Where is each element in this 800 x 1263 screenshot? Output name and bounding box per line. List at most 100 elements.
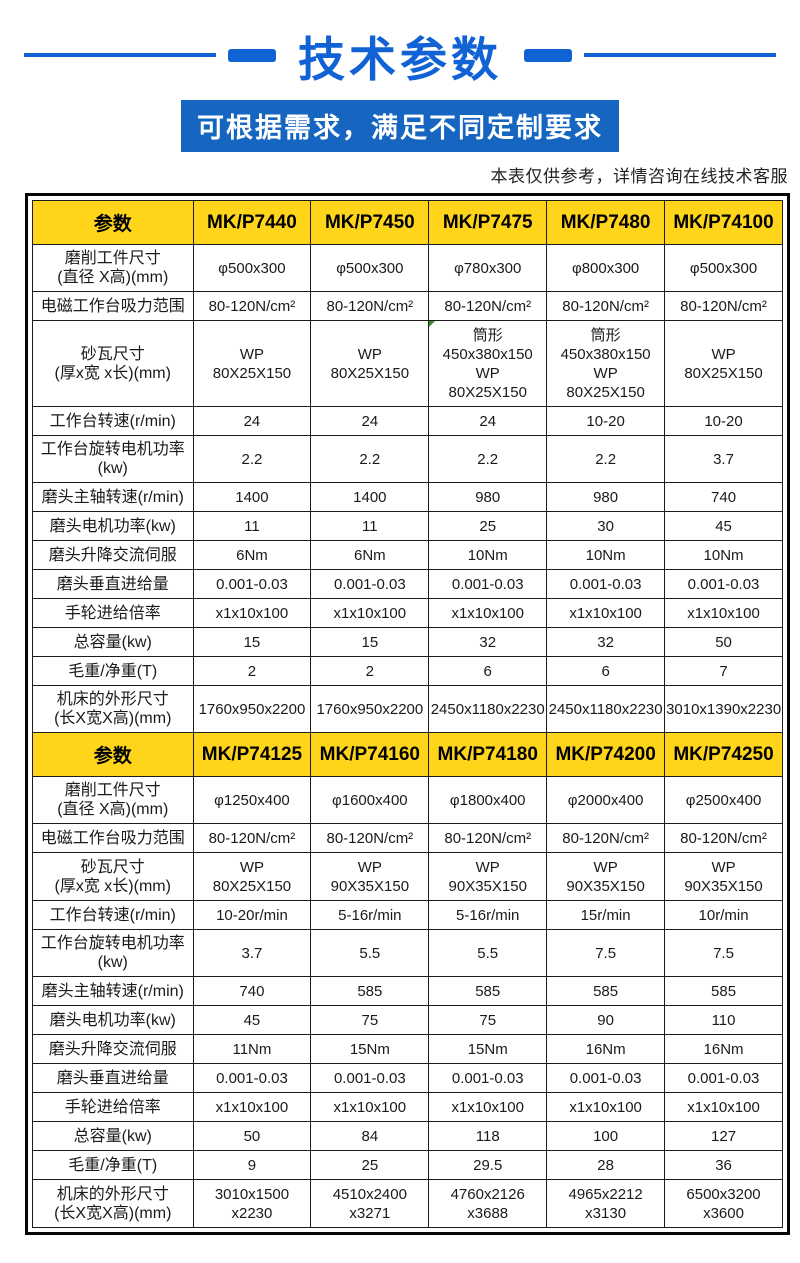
model-header-cell: MK/P74100: [664, 200, 783, 245]
title-rule-right: [584, 53, 776, 57]
spec-value-cell: 80-120N/cm²: [310, 291, 430, 321]
spec-value-cell: 45: [192, 1005, 312, 1035]
page-title: 技术参数: [298, 32, 502, 86]
spec-value-cell: φ1250x400: [192, 776, 312, 824]
title-dash-right-icon: [524, 48, 572, 62]
spec-value-cell: 5.5: [310, 929, 430, 977]
spec-value-cell: x1x10x100: [428, 598, 548, 628]
param-header-cell: 参数: [32, 732, 194, 777]
spec-value-cell: φ780x300: [428, 244, 548, 292]
row-label: 磨头升降交流伺服: [32, 540, 194, 570]
spec-table-frame: 参数 MK/P7440 MK/P7450 MK/P7475 MK/P7480 MK/P74…: [25, 193, 790, 1235]
spec-value-cell: φ1600x400: [310, 776, 430, 824]
spec-value-cell: 980: [428, 482, 548, 512]
spec-value-cell: 11: [310, 511, 430, 541]
spec-value-cell: 110: [664, 1005, 783, 1035]
spec-value-cell: 0.001-0.03: [428, 1063, 548, 1093]
model-header-cell: MK/P74180: [428, 732, 548, 777]
spec-value-cell: 80-120N/cm²: [428, 823, 548, 853]
spec-row: 磨头升降交流伺服 11Nm 15Nm 15Nm 16Nm 16Nm: [32, 1034, 783, 1064]
spec-value-cell: 11Nm: [192, 1034, 312, 1064]
model-header-cell: MK/P74250: [664, 732, 783, 777]
row-label: 机床的外形尺寸 (长X宽X高)(mm): [32, 1179, 194, 1228]
spec-value-cell: WP 80X25X150: [310, 320, 430, 407]
spec-value-cell: 2.2: [428, 435, 548, 483]
row-label: 工作台转速(r/min): [32, 900, 194, 930]
spec-value-cell: 45: [664, 511, 783, 541]
spec-value-cell: x1x10x100: [428, 1092, 548, 1122]
spec-row: 磨头升降交流伺服 6Nm 6Nm 10Nm 10Nm 10Nm: [32, 540, 783, 570]
spec-value-cell: 3.7: [192, 929, 312, 977]
model-header-cell: MK/P74160: [310, 732, 430, 777]
row-label: 磨头垂直进给量: [32, 569, 194, 599]
row-label: 电磁工作台吸力范围: [32, 291, 194, 321]
spec-row: 工作台转速(r/min) 24 24 24 10-20 10-20: [32, 406, 783, 436]
spec-row: 毛重/净重(T) 9 25 29.5 28 36: [32, 1150, 783, 1180]
row-label: 磨头电机功率(kw): [32, 511, 194, 541]
spec-value-cell: 0.001-0.03: [546, 1063, 666, 1093]
spec-value-cell: x1x10x100: [192, 598, 312, 628]
spec-value-cell: 6Nm: [310, 540, 430, 570]
spec-value-cell: φ500x300: [310, 244, 430, 292]
spec-value-cell: 9: [192, 1150, 312, 1180]
row-label: 磨头主轴转速(r/min): [32, 482, 194, 512]
spec-value-cell: 0.001-0.03: [546, 569, 666, 599]
spec-row: 机床的外形尺寸 (长X宽X高)(mm) 1760x950x2200 1760x950…: [32, 685, 783, 733]
spec-value-cell: φ2500x400: [664, 776, 783, 824]
spec-value-cell: 4760x2126 x3688: [428, 1179, 548, 1228]
spec-value-cell: 2: [192, 656, 312, 686]
spec-value-cell: 80-120N/cm²: [546, 823, 666, 853]
spec-value-cell: 16Nm: [546, 1034, 666, 1064]
spec-value-cell: 15: [310, 627, 430, 657]
spec-value-cell: x1x10x100: [664, 598, 783, 628]
spec-value-cell: x1x10x100: [664, 1092, 783, 1122]
spec-value-cell: WP 90X35X150: [310, 852, 430, 901]
spec-value-cell: 25: [310, 1150, 430, 1180]
spec-value-cell: 6Nm: [192, 540, 312, 570]
spec-value-cell: 90: [546, 1005, 666, 1035]
spec-value-cell: WP 90X35X150: [546, 852, 666, 901]
spec-value-cell: φ500x300: [664, 244, 783, 292]
spec-row: 工作台转速(r/min) 10-20r/min 5-16r/min 5-16r/min…: [32, 900, 783, 930]
spec-row: 总容量(kw) 50 84 118 100 127: [32, 1121, 783, 1151]
spec-row: 磨头垂直进给量 0.001-0.03 0.001-0.03 0.001-0.03 0.0…: [32, 1063, 783, 1093]
spec-value-cell: 0.001-0.03: [192, 569, 312, 599]
spec-value-cell: 36: [664, 1150, 783, 1180]
spec-value-cell: 7.5: [546, 929, 666, 977]
spec-value-cell: WP 80X25X150: [664, 320, 783, 407]
spec-value-cell: 5-16r/min: [428, 900, 548, 930]
spec-value-cell: 585: [546, 976, 666, 1006]
spec-value-cell: 0.001-0.03: [310, 569, 430, 599]
spec-row: 总容量(kw) 15 15 32 32 50: [32, 627, 783, 657]
spec-value-cell: 16Nm: [664, 1034, 783, 1064]
spec-value-cell: 10-20r/min: [192, 900, 312, 930]
spec-value-cell: 84: [310, 1121, 430, 1151]
disclaimer-text: 本表仅供参考，详情咨询在线技术客服: [490, 167, 788, 186]
spec-value-cell: WP 90X35X150: [428, 852, 548, 901]
spec-value-cell: 2450x1180x2230: [546, 685, 666, 733]
spec-row: 砂瓦尺寸 (厚x宽 x长)(mm) WP 80X25X150 WP 90X35X15…: [32, 852, 783, 901]
spec-value-cell: 2.2: [546, 435, 666, 483]
spec-value-cell: φ2000x400: [546, 776, 666, 824]
customization-banner: 可根据需求，满足不同定制要求: [181, 100, 619, 152]
model-header-cell: MK/P74125: [192, 732, 312, 777]
param-header-cell: 参数: [32, 200, 194, 245]
spec-value-cell: 75: [310, 1005, 430, 1035]
row-label: 毛重/净重(T): [32, 656, 194, 686]
spec-value-cell: 3010x1500 x2230: [192, 1179, 312, 1228]
spec-value-cell: 80-120N/cm²: [664, 823, 783, 853]
spec-value-cell: x1x10x100: [546, 598, 666, 628]
spec-value-cell: 0.001-0.03: [664, 569, 783, 599]
model-header-cell: MK/P74200: [546, 732, 666, 777]
spec-value-cell: 585: [310, 976, 430, 1006]
row-label: 电磁工作台吸力范围: [32, 823, 194, 853]
spec-value-cell: 30: [546, 511, 666, 541]
spec-value-cell: φ800x300: [546, 244, 666, 292]
spec-row: 磨头主轴转速(r/min) 1400 1400 980 980 740: [32, 482, 783, 512]
spec-value-cell: 25: [428, 511, 548, 541]
spec-value-cell: 6: [546, 656, 666, 686]
spec-value-cell: φ1800x400: [428, 776, 548, 824]
spec-value-cell: 32: [546, 627, 666, 657]
spec-value-cell: 2: [310, 656, 430, 686]
row-label: 磨头电机功率(kw): [32, 1005, 194, 1035]
